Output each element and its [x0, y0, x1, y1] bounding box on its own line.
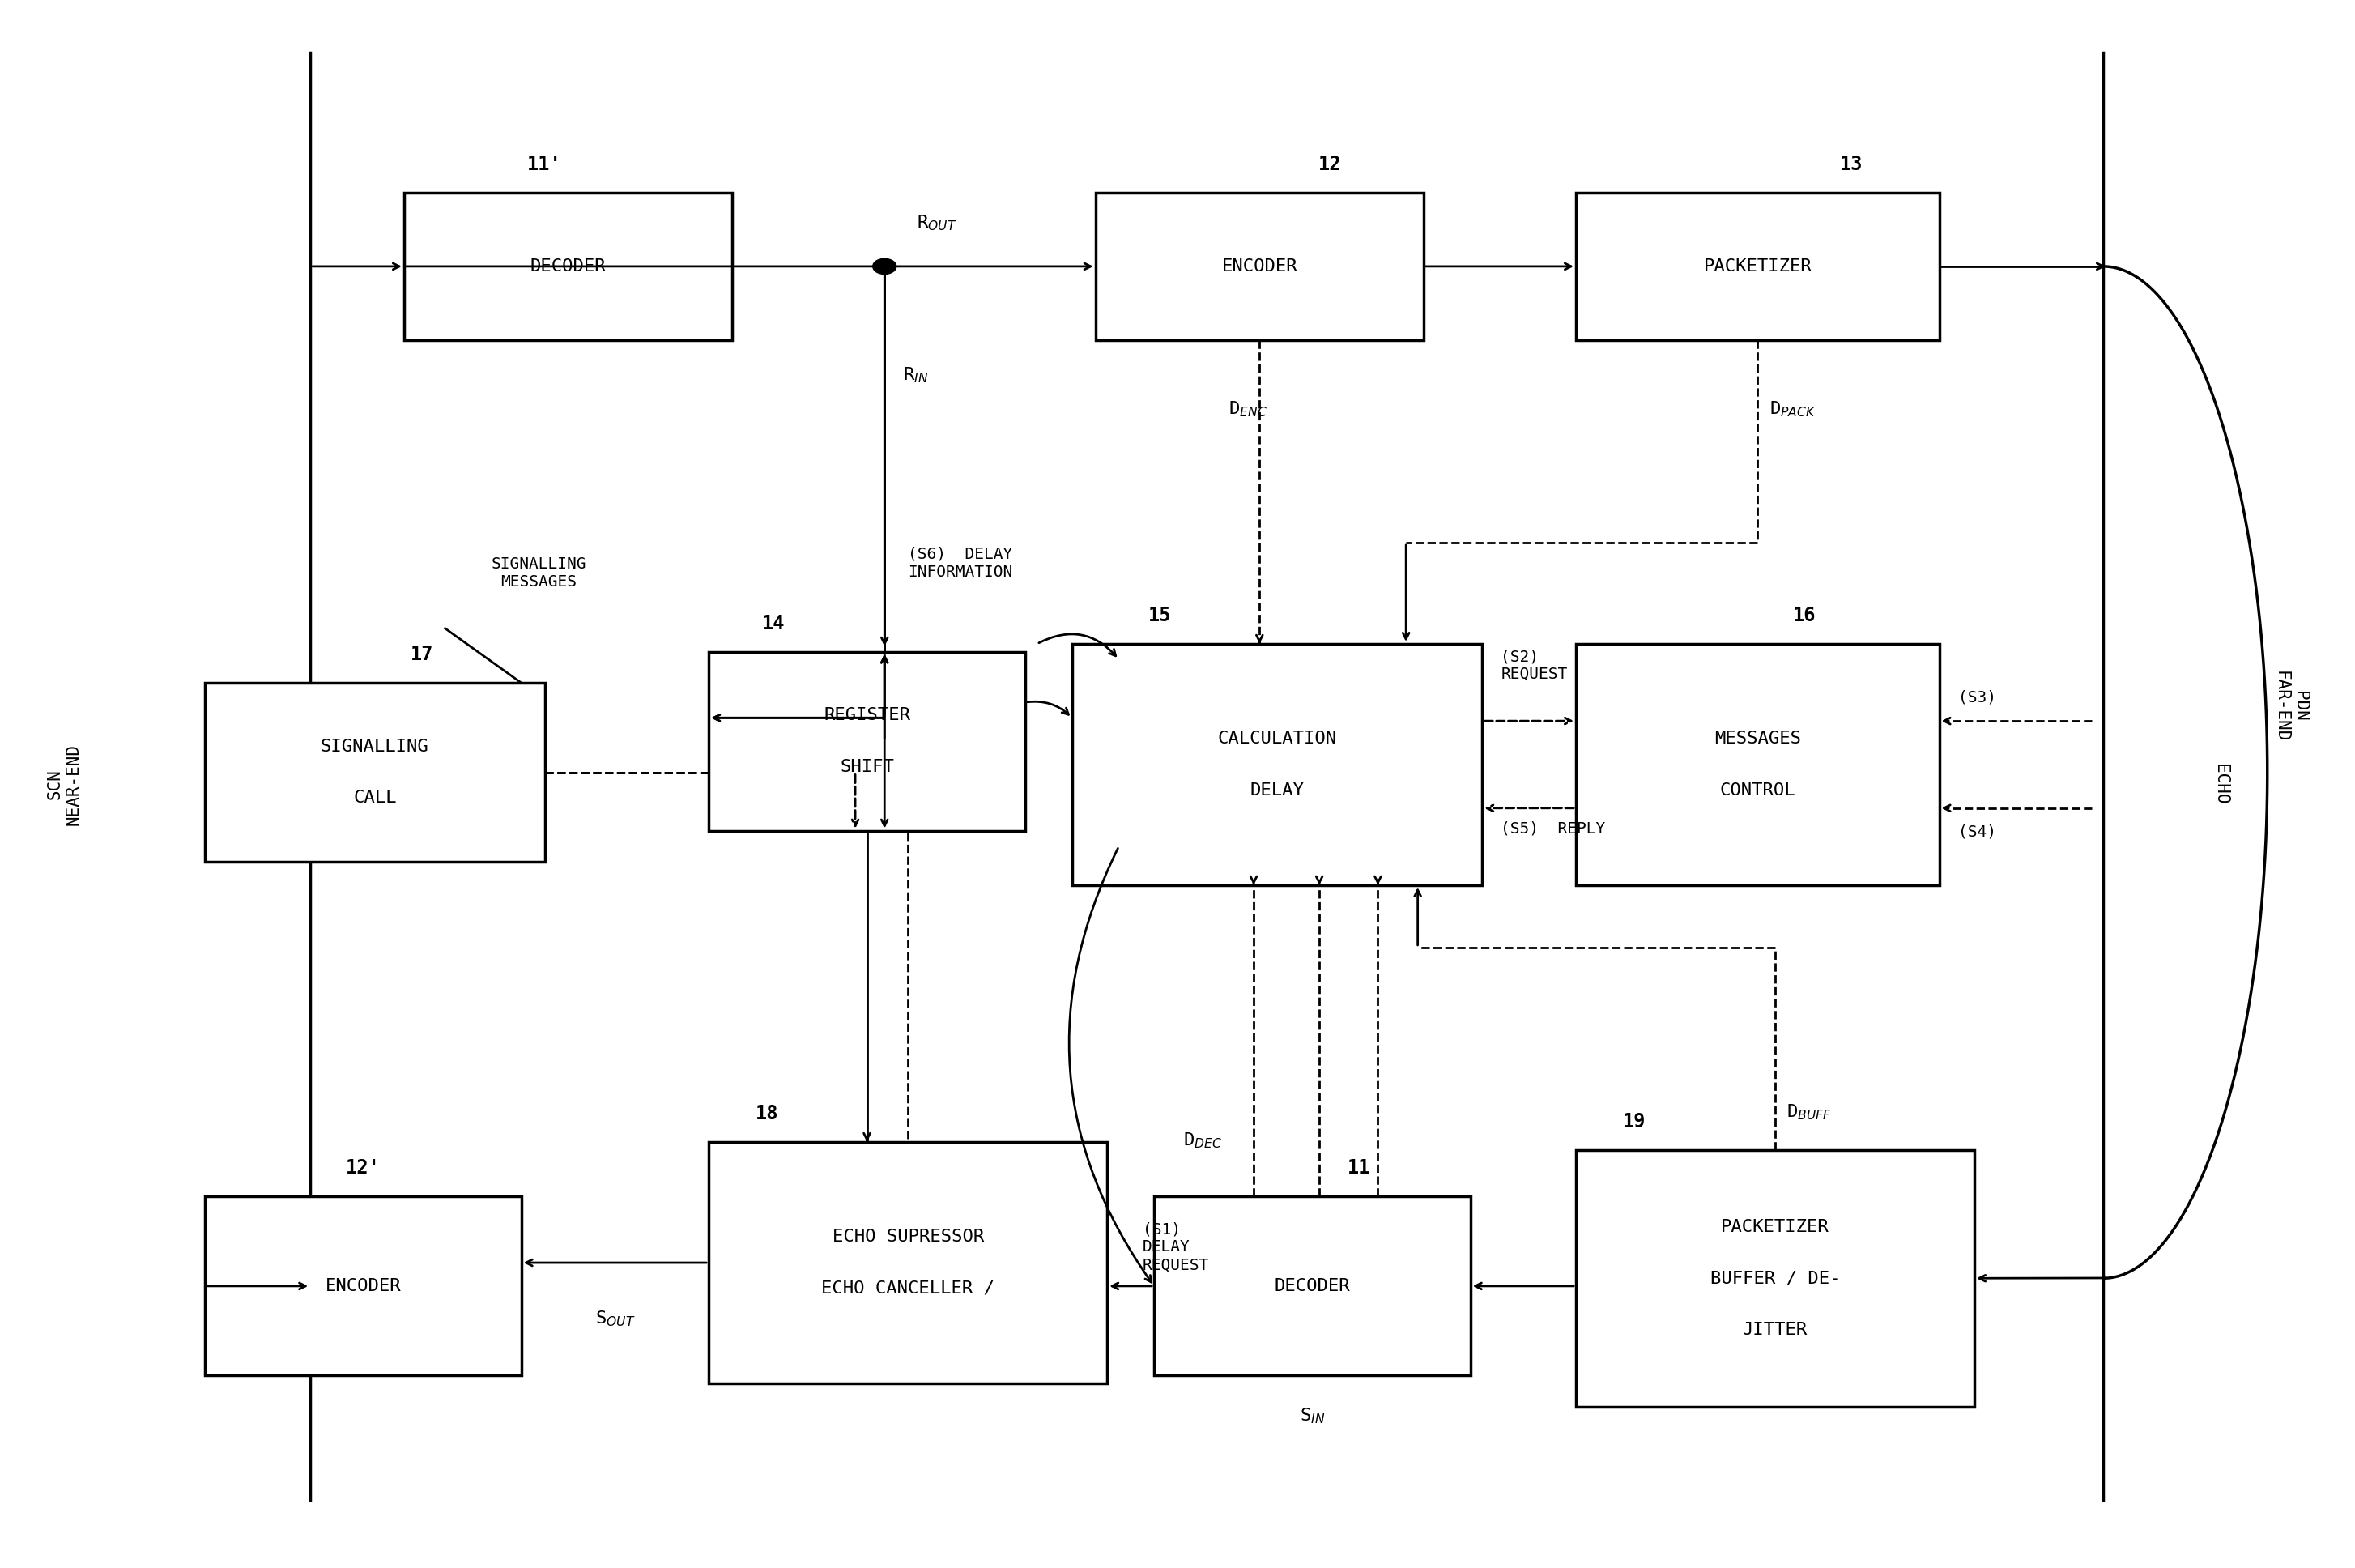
Text: ECHO SUPRESSOR: ECHO SUPRESSOR: [831, 1229, 984, 1245]
Text: ECHO: ECHO: [2211, 764, 2228, 804]
Text: DELAY: DELAY: [1251, 782, 1305, 798]
Text: ECHO CANCELLER /: ECHO CANCELLER /: [822, 1281, 994, 1297]
Bar: [1095, 193, 1422, 340]
Bar: [709, 652, 1024, 831]
Text: 17: 17: [410, 644, 433, 665]
Bar: [1575, 644, 1938, 886]
Text: REGISTER: REGISTER: [824, 707, 911, 723]
Text: R$_{IN}$: R$_{IN}$: [904, 365, 928, 384]
Bar: [1575, 193, 1938, 340]
Text: D$_{BUFF}$: D$_{BUFF}$: [1787, 1102, 1832, 1121]
Bar: [709, 1142, 1107, 1383]
Text: 19: 19: [1623, 1112, 1646, 1131]
Bar: [1575, 1149, 1973, 1406]
Text: 11': 11': [528, 154, 563, 174]
Text: (S6)  DELAY
INFORMATION: (S6) DELAY INFORMATION: [909, 547, 1013, 580]
Text: 15: 15: [1149, 605, 1170, 626]
Text: (S4): (S4): [1957, 823, 1997, 839]
Text: CONTROL: CONTROL: [1719, 782, 1795, 798]
Text: D$_{ENC}$: D$_{ENC}$: [1229, 400, 1267, 419]
Text: (S5)  REPLY: (S5) REPLY: [1500, 820, 1606, 836]
Text: D$_{PACK}$: D$_{PACK}$: [1769, 400, 1816, 419]
Text: ENCODER: ENCODER: [1222, 259, 1298, 274]
Text: 12: 12: [1319, 154, 1342, 174]
Text: (S3): (S3): [1957, 690, 1997, 706]
Text: JITTER: JITTER: [1743, 1322, 1809, 1338]
Text: SCN
NEAR-END: SCN NEAR-END: [47, 743, 82, 825]
Text: SIGNALLING: SIGNALLING: [320, 739, 429, 754]
Text: BUFFER / DE-: BUFFER / DE-: [1710, 1270, 1839, 1286]
Bar: [1072, 644, 1481, 886]
Text: 13: 13: [1839, 154, 1863, 174]
Text: CALL: CALL: [353, 790, 396, 806]
Text: D$_{DEC}$: D$_{DEC}$: [1182, 1131, 1222, 1149]
Text: MESSAGES: MESSAGES: [1714, 731, 1802, 746]
Text: 12': 12': [346, 1159, 382, 1178]
Text: PDN
FAR-END: PDN FAR-END: [2273, 671, 2308, 742]
Bar: [205, 1196, 520, 1375]
Text: (S2)
REQUEST: (S2) REQUEST: [1500, 649, 1568, 682]
Text: CALCULATION: CALCULATION: [1218, 731, 1338, 746]
Text: (S1)
DELAY
REQUEST: (S1) DELAY REQUEST: [1142, 1221, 1208, 1273]
Text: 16: 16: [1792, 605, 1816, 626]
Bar: [205, 682, 544, 862]
Text: 14: 14: [761, 613, 784, 633]
Text: ENCODER: ENCODER: [325, 1278, 400, 1294]
Text: PACKETIZER: PACKETIZER: [1703, 259, 1811, 274]
Text: S$_{OUT}$: S$_{OUT}$: [596, 1309, 636, 1328]
Bar: [405, 193, 732, 340]
Text: 18: 18: [756, 1104, 780, 1123]
Text: PACKETIZER: PACKETIZER: [1722, 1218, 1830, 1236]
Text: SHIFT: SHIFT: [841, 759, 895, 775]
Circle shape: [874, 259, 897, 274]
Text: DECODER: DECODER: [530, 259, 605, 274]
Bar: [1154, 1196, 1470, 1375]
Text: R$_{OUT}$: R$_{OUT}$: [916, 213, 958, 232]
Text: 11: 11: [1347, 1159, 1371, 1178]
Text: SIGNALLING
MESSAGES: SIGNALLING MESSAGES: [492, 557, 586, 590]
Text: DECODER: DECODER: [1274, 1278, 1349, 1294]
Text: S$_{IN}$: S$_{IN}$: [1300, 1406, 1326, 1425]
